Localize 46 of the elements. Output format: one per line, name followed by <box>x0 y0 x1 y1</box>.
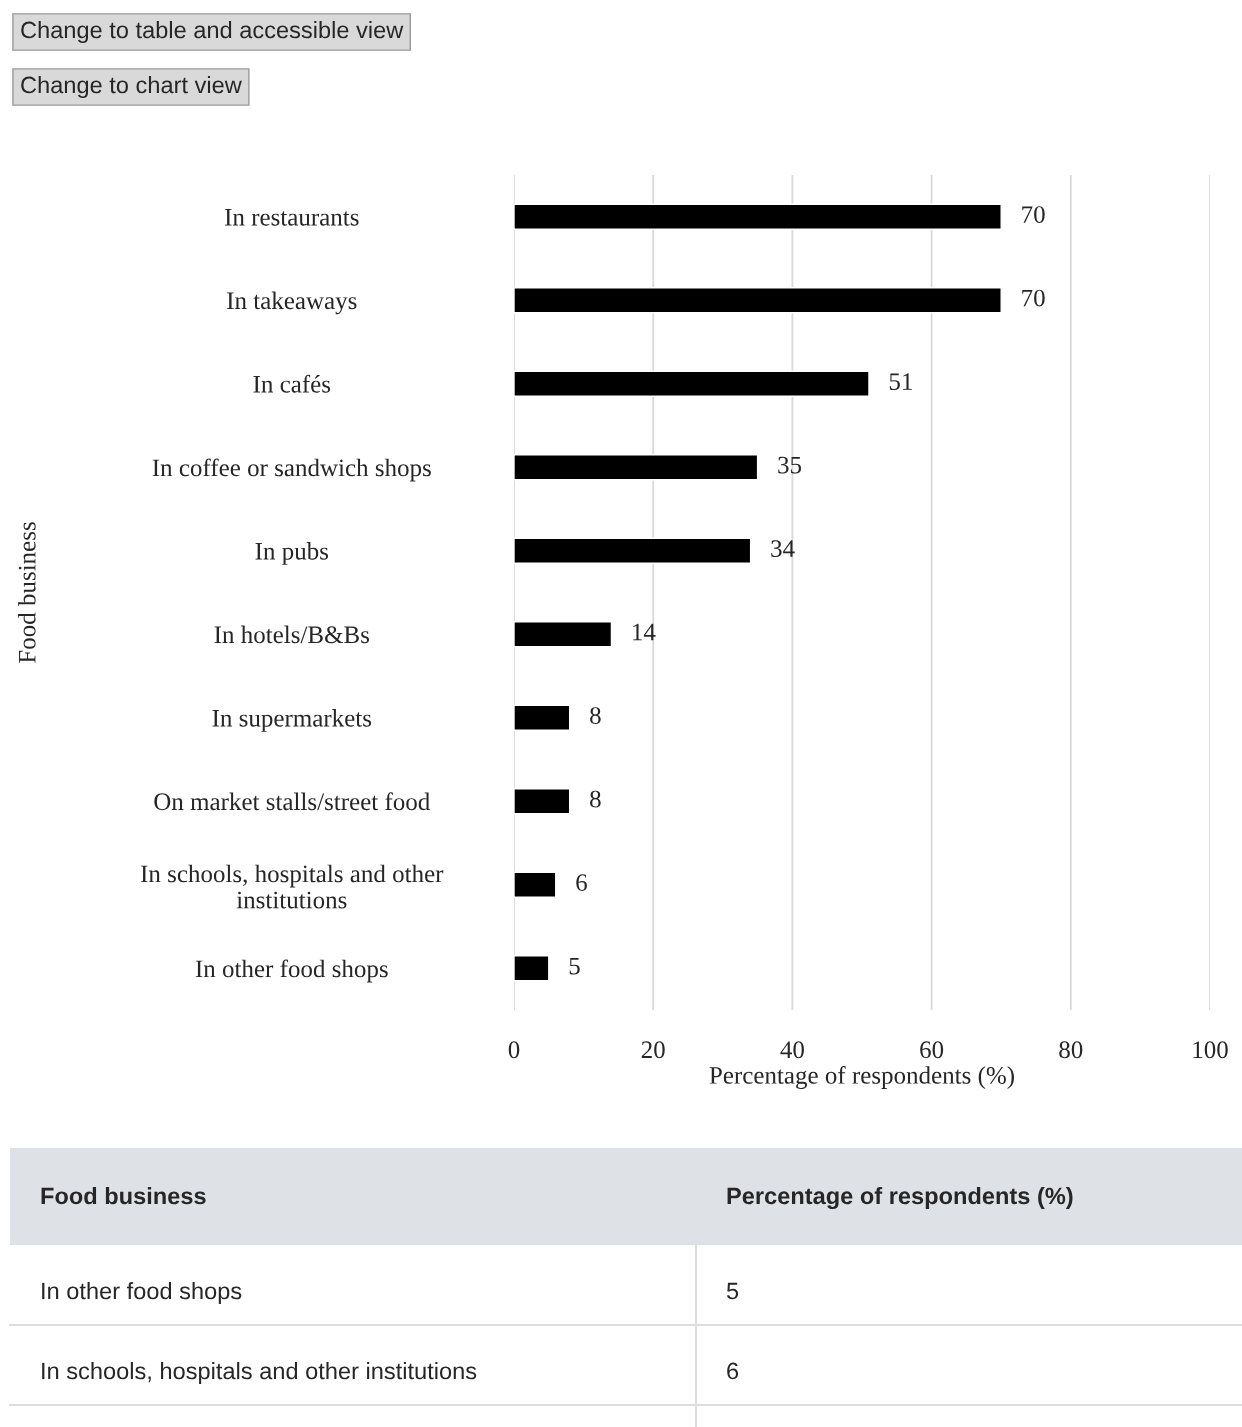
text: Change to table and accessible view <box>21 21 404 44</box>
text: Food business <box>41 1187 206 1205</box>
y-tick-label: In restaurants <box>225 209 359 226</box>
text: In schools, hospitals and other institutions <box>42 1362 477 1385</box>
y-tick-label: In cafés <box>253 374 331 393</box>
x-tick-label: 20 <box>641 1041 665 1059</box>
bar <box>514 203 1002 230</box>
data-label: 8 <box>590 790 601 808</box>
text: 5 <box>726 1282 739 1300</box>
bar <box>514 621 613 648</box>
data-label: 14 <box>633 623 656 641</box>
data-label: 70 <box>1022 289 1045 307</box>
bar <box>514 537 752 564</box>
bar <box>514 955 550 982</box>
y-tick-label: In pubs <box>255 542 329 565</box>
data-label: 34 <box>771 540 795 558</box>
bar <box>514 788 571 815</box>
data-label: 51 <box>889 373 912 391</box>
y-tick-label: In coffee or sandwich shops <box>152 458 431 482</box>
data-label: 5 <box>569 957 580 975</box>
text: 6 <box>727 1362 739 1380</box>
data-label: 8 <box>590 707 601 725</box>
x-tick-label: 60 <box>920 1041 944 1059</box>
bar <box>514 287 1002 314</box>
y-tick-label: In hotels/B&Bs <box>214 625 369 644</box>
text: Percentage of respondents (%) <box>727 1186 1073 1210</box>
text: In other food shops <box>42 1281 242 1305</box>
y-tick-label: In schools, hospitals and other institutions <box>140 864 444 909</box>
y-tick-label: On market stalls/street food <box>154 792 430 811</box>
x-tick-label: 80 <box>1059 1041 1083 1059</box>
bar <box>514 370 870 397</box>
y-axis-title: Food business <box>18 522 36 663</box>
text: Change to chart view <box>21 76 242 99</box>
data-label: 35 <box>778 456 802 474</box>
bar <box>514 454 759 481</box>
y-tick-label: In other food shops <box>195 959 388 983</box>
x-tick-label: 40 <box>780 1041 804 1059</box>
x-axis-title: Percentage of respondents (%) <box>709 1066 1014 1089</box>
x-tick-label: 100 <box>1193 1041 1228 1059</box>
x-tick-label: 0 <box>508 1041 520 1059</box>
data-label: 70 <box>1022 206 1045 224</box>
y-tick-label: In takeaways <box>227 291 357 315</box>
y-tick-label: In supermarkets <box>212 709 372 732</box>
bar <box>514 871 557 898</box>
bar <box>514 704 571 731</box>
data-label: 6 <box>576 874 587 892</box>
